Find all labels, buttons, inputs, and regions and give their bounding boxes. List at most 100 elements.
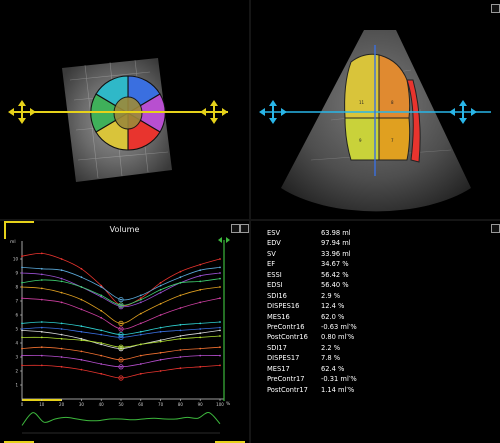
metric-value: 56.42 % [321,270,349,279]
metric-label: DISPES17 [267,354,300,363]
series-point [219,354,221,357]
series-point [179,276,182,279]
metric-row: MES17 62.4 % [267,364,357,374]
series-point [40,267,43,270]
ecg-waveform [21,412,221,426]
series-point [219,321,221,323]
series-point [100,284,103,287]
metric-row: EDSI 56.40 % [267,280,357,290]
series-point [120,322,122,325]
series-point [80,298,83,301]
series-point [159,330,162,333]
series-point [159,351,162,354]
series-point [60,365,63,368]
series-point [100,295,103,298]
metric-label: EDSI [267,281,283,290]
x-tick-label: 100 [216,402,224,407]
series-point [219,266,221,269]
x-tick-label: 70 [158,402,164,407]
series-point [40,279,43,281]
x-tick-label: 50 [118,402,124,407]
series-point [100,343,103,346]
x-tick-label: 90 [198,402,204,407]
series-point [40,321,43,323]
y-tick-label: 8 [15,285,18,290]
x-tick-label: 40 [99,402,105,407]
es-marker [118,302,124,308]
series-point [60,258,63,260]
segment-13[interactable] [378,117,411,161]
metric-row: PreContr17 -0.31 ml′% [267,374,357,384]
series-point [120,328,122,330]
metric-row: DISPES16 12.4 % [267,301,357,311]
volume-chart-panel: Volume ml% 1 2 3 4 5 6 7 8 9 10 0 10 20 30 40 50 60 70 80 90… [0,221,249,443]
x-unit-label: % [226,401,231,407]
corner-mark [4,221,6,239]
series-point [139,372,142,375]
series-point [159,291,162,294]
apical-viewport[interactable]: 11 8 9 7 [251,0,500,219]
series-point [219,272,221,274]
cursor-right-arrow-icon[interactable] [226,237,230,243]
metric-label: EDV [267,239,281,248]
series-point [40,336,43,339]
series-point [100,316,103,319]
x-tick-label: 20 [59,402,65,407]
restore-chart-button[interactable] [231,224,240,233]
right-plane-handle[interactable] [200,100,228,124]
series-point [60,301,63,304]
metric-value: 0.80 ml′% [321,333,355,342]
series-point [120,358,122,361]
metric-label: MES17 [267,364,290,373]
series-point [179,323,182,326]
series-point [179,294,182,297]
series-point [179,349,182,351]
maximize-metrics-button[interactable] [491,224,500,233]
series-point [199,336,202,339]
metric-label: SDI16 [267,291,287,300]
metrics-list: ESV 63.98 ml EDV 97.94 ml SV 33.96 ml EF 34.67 … [267,228,357,395]
series-point [159,284,162,287]
maximize-chart-button[interactable] [240,224,249,233]
maximize-view-button[interactable] [491,4,500,13]
series-point [139,312,142,315]
metric-label: EF [267,260,276,269]
segment-12[interactable] [344,117,380,161]
x-tick-label: 0 [21,402,24,407]
series-point [21,322,23,325]
metric-row: SDI17 2.2 % [267,343,357,353]
series-point [100,333,103,336]
metric-row: EDV 97.94 ml [267,238,357,248]
metric-row: MES16 62.0 % [267,312,357,322]
series-point [199,269,202,272]
x-tick-label: 60 [138,402,144,407]
series-point [21,328,23,330]
series-point [40,364,43,367]
series-point [60,347,63,350]
series-point [80,267,83,270]
short-axis-viewport[interactable] [0,0,249,219]
x-tick-label: 10 [39,402,45,407]
series-point [60,322,63,325]
series-point [219,346,221,349]
left-plane-handle-cyan[interactable] [259,100,287,124]
right-plane-handle-cyan[interactable] [449,100,477,124]
series-point [159,288,162,291]
series-point [21,364,23,367]
left-plane-handle[interactable] [8,100,36,124]
cursor-left-arrow-icon[interactable] [218,237,222,243]
series-point [139,330,142,333]
y-tick-label: 6 [15,313,18,318]
series-point [21,297,23,300]
metric-label: SDI17 [267,343,287,352]
series-point [100,329,103,332]
metric-row: PreContr16 -0.63 ml′% [267,322,357,332]
series-point [179,281,182,284]
series-point [139,322,142,325]
segment-wall-red[interactable] [406,79,421,163]
es-marker [118,344,124,350]
series-point [80,308,83,311]
series-point [100,372,103,375]
metric-value: 2.2 % [321,343,341,352]
